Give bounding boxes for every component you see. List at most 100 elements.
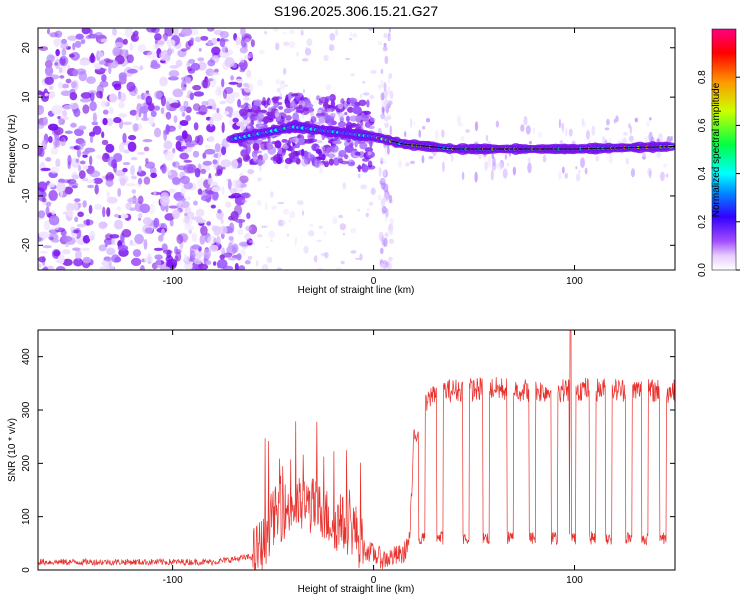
heatmap-cell xyxy=(73,128,84,137)
heatmap-cell xyxy=(164,213,175,221)
heatmap-cell xyxy=(353,155,360,158)
heatmap-cell xyxy=(286,233,290,237)
heatmap-cell xyxy=(76,223,87,228)
heatmap-cell xyxy=(136,94,142,100)
heatmap-cell xyxy=(178,200,184,206)
heatmap-cell xyxy=(193,91,205,97)
heatmap-cell xyxy=(623,132,628,136)
y-tick-label: 100 xyxy=(21,508,32,525)
heatmap-cell xyxy=(38,46,49,51)
heatmap-cell xyxy=(219,100,227,105)
heatmap-cell xyxy=(354,257,362,260)
heatmap-cell xyxy=(62,258,73,267)
heatmap-cell xyxy=(113,83,122,91)
heatmap-cell xyxy=(185,77,192,84)
heatmap-cell xyxy=(73,232,78,238)
heatmap-cell xyxy=(122,162,131,166)
heatmap-cell xyxy=(174,246,179,255)
heatmap-cell xyxy=(527,162,532,174)
heatmap-cell xyxy=(195,218,206,224)
heatmap-cell xyxy=(250,39,255,48)
heatmap-cell xyxy=(189,250,196,260)
heatmap-cell xyxy=(221,146,227,156)
heatmap-cell xyxy=(369,117,376,123)
heatmap-cell xyxy=(118,92,127,103)
heatmap-cell xyxy=(48,136,53,143)
heatmap-cell xyxy=(362,110,371,116)
heatmap-cell xyxy=(108,107,114,115)
heatmap-cell xyxy=(388,34,392,41)
heatmap-cell xyxy=(242,149,246,155)
heatmap-cell xyxy=(179,105,185,113)
heatmap-cell xyxy=(46,54,55,63)
heatmap-cell xyxy=(256,116,260,125)
colorbar-tick-label: 0.6 xyxy=(697,118,708,132)
heatmap-cell xyxy=(234,204,243,216)
heatmap-cell xyxy=(288,29,295,35)
heatmap-cell xyxy=(259,164,262,172)
heatmap-cell xyxy=(117,187,122,197)
heatmap-cell xyxy=(40,167,51,172)
heatmap-cell xyxy=(161,228,166,237)
heatmap-cell xyxy=(276,88,281,93)
heatmap-cell xyxy=(38,142,42,146)
heatmap-cell xyxy=(172,209,181,219)
heatmap-cell xyxy=(106,118,114,127)
heatmap-cell xyxy=(495,120,499,128)
heatmap-cell xyxy=(292,137,299,144)
heatmap-cell xyxy=(195,208,205,217)
heatmap-cell xyxy=(388,194,393,204)
heatmap-cell xyxy=(154,254,163,260)
heatmap-cell xyxy=(382,263,387,269)
heatmap-cell xyxy=(164,28,174,37)
heatmap-cell xyxy=(329,32,336,41)
heatmap-cell xyxy=(59,55,69,67)
heatmap-cell xyxy=(656,151,661,158)
heatmap-cell xyxy=(379,156,385,162)
heatmap-cell xyxy=(195,250,203,259)
heatmap-cell xyxy=(53,38,63,46)
heatmap-cell xyxy=(86,179,95,184)
heatmap-cell xyxy=(238,62,246,68)
heatmap-cell xyxy=(441,129,445,138)
heatmap-cell xyxy=(538,131,542,138)
heatmap-cell xyxy=(212,159,218,165)
heatmap-cell xyxy=(51,104,63,116)
heatmap-cell xyxy=(88,204,93,214)
heatmap-cell xyxy=(591,125,596,136)
heatmap-cell xyxy=(57,81,63,89)
heatmap-cell xyxy=(272,28,279,32)
heatmap-cell xyxy=(54,58,61,70)
heatmap-cell xyxy=(45,201,52,207)
heatmap-cell xyxy=(94,184,99,195)
heatmap-cell xyxy=(79,59,90,66)
heatmap-cell xyxy=(150,172,158,179)
heatmap-cell xyxy=(137,177,143,185)
heatmap-cell xyxy=(50,226,60,231)
heatmap-cell xyxy=(185,115,192,122)
heatmap-cell xyxy=(282,145,289,150)
heatmap-cell xyxy=(160,107,165,115)
heatmap-cell xyxy=(184,225,195,231)
heatmap-cell xyxy=(465,129,470,133)
heatmap-cell xyxy=(313,255,318,263)
heatmap-cell xyxy=(383,237,388,248)
heatmap-cell xyxy=(207,177,212,185)
heatmap-cell xyxy=(300,148,305,157)
heatmap-cell xyxy=(665,173,669,178)
heatmap-cell xyxy=(40,190,47,199)
heatmap-cell xyxy=(148,115,155,126)
heatmap-cell xyxy=(204,148,216,155)
heatmap-cell xyxy=(247,108,253,113)
heatmap-cell xyxy=(175,59,183,67)
colorbar-tick-label: 0.0 xyxy=(697,263,708,277)
heatmap-cell xyxy=(142,139,153,143)
heatmap-cell xyxy=(197,188,203,195)
heatmap-cell xyxy=(275,42,280,51)
heatmap-cell xyxy=(100,38,108,43)
heatmap-cell xyxy=(71,174,80,180)
heatmap-cell xyxy=(236,253,242,261)
heatmap-cell xyxy=(206,123,216,133)
heatmap-cell xyxy=(334,29,339,37)
heatmap-cell xyxy=(128,134,137,141)
